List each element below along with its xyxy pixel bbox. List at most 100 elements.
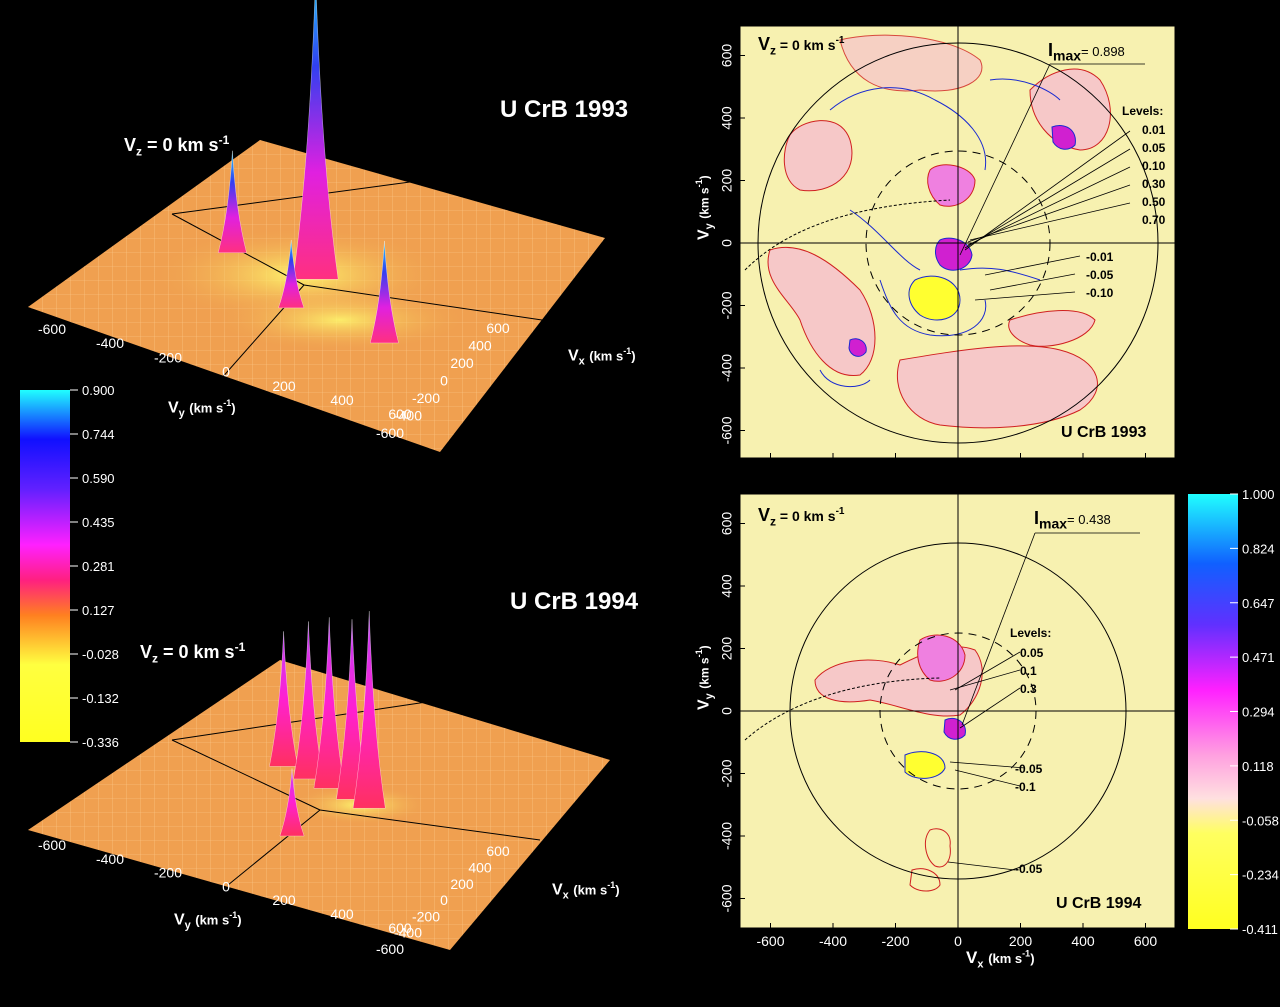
imax-value: = 0.898 — [1081, 44, 1125, 59]
contour-1994-xlabel: Vx (km s-1) — [966, 948, 1035, 970]
contour-x-tick: -400 — [819, 933, 847, 949]
vz-v: V — [758, 505, 771, 525]
contour-1993-imax: Imax= 0.898 — [1048, 40, 1125, 64]
x-tick-label: 600 — [486, 320, 510, 336]
contour-y-tick: 400 — [719, 106, 735, 130]
y-tick-label: 600 — [388, 920, 412, 936]
xlabel-sub: x — [578, 355, 585, 368]
contour-x-tick: -200 — [881, 933, 909, 949]
ylabel-close: ) — [237, 912, 242, 928]
xlabel-sup: -1 — [1022, 948, 1031, 959]
ylabel-sup: -1 — [694, 179, 704, 188]
ylabel-close: ) — [697, 175, 712, 180]
x-tick-label: 400 — [468, 338, 492, 354]
contour-1993-levels-neg: -0.01 -0.05 -0.10 — [1086, 248, 1113, 302]
colorbar-label: 0.127 — [82, 603, 115, 618]
surface-plot-1993 — [28, 0, 605, 452]
vz-sup: -1 — [835, 35, 845, 46]
ylabel-sub: y — [184, 919, 191, 932]
contour-1994-ticks: -600 -400 -200 0 200 400 600 -600 -400 -200 0 200 40… — [719, 512, 1158, 949]
contour-y-tick: 200 — [719, 169, 735, 193]
y-tick-label: -400 — [96, 335, 124, 351]
ylabel-sub: y — [703, 693, 716, 700]
contour-1994-level-bottom: -0.05 — [1015, 862, 1043, 876]
contour-1993-ylabel: Vy (km s-1) — [694, 175, 716, 240]
y-tick-label: -600 — [38, 837, 66, 853]
colorbar-label: -0.132 — [82, 691, 119, 706]
contour-x-tick: 0 — [954, 933, 962, 949]
ylabel-close: ) — [231, 400, 236, 416]
level-value: 0.30 — [1142, 176, 1166, 191]
xlabel-close: ) — [1030, 951, 1035, 966]
vz-sub: z — [770, 43, 777, 58]
x-tick-label: -400 — [394, 925, 422, 941]
vz-v: V — [124, 135, 137, 155]
surface-peak — [269, 631, 299, 767]
contour-1994-title: U CrB 1994 — [1056, 895, 1142, 912]
ylabel-units: (km s — [195, 912, 230, 928]
x-tick-label: 200 — [450, 355, 474, 371]
ylabel-units: (km s — [189, 400, 224, 416]
x-tick-label: 0 — [440, 373, 448, 389]
contour-x-tick: 400 — [1071, 933, 1095, 949]
contour-y-tick: 200 — [719, 637, 735, 661]
vz-sup: -1 — [218, 133, 230, 147]
ylabel-sup: -1 — [223, 398, 232, 408]
contour-y-tick: -600 — [719, 884, 735, 912]
y-tick-label: 400 — [330, 906, 354, 922]
surface-1994-xlabel: Vx (km s-1) — [552, 880, 620, 902]
surface-1994-ticks: -600-400-2000200400600-600-400-200020040… — [38, 837, 510, 957]
level-value: 0.05 — [1020, 646, 1044, 660]
ylabel-v: V — [695, 699, 713, 710]
colorbar-label: 0.471 — [1242, 650, 1275, 665]
surface-plot-1994 — [28, 611, 610, 950]
surface-peak — [313, 617, 345, 789]
ylabel-sup: -1 — [694, 649, 704, 658]
surface-1993-xlabel: Vx (km s-1) — [568, 346, 636, 368]
ylabel-close: ) — [697, 645, 712, 650]
level-value: -0.05 — [1086, 268, 1114, 282]
y-tick-label: -200 — [154, 865, 182, 881]
contour-y-tick: -200 — [719, 291, 735, 319]
colorbar-2-labels: 1.000 0.824 0.647 0.471 0.294 0.118 -0.058 -0.2… — [1230, 487, 1279, 937]
surface-1994-title: U CrB 1994 — [510, 588, 639, 615]
vz-sup: -1 — [835, 506, 845, 517]
x-tick-label: 0 — [440, 892, 448, 908]
contour-1994-levels-neg: -0.05 -0.1 — [1015, 760, 1042, 796]
contour-y-tick: 0 — [719, 239, 735, 247]
y-tick-label: -200 — [154, 349, 182, 365]
contour-1994-levels-title: Levels: — [1010, 626, 1052, 640]
xlabel-units: (km s — [988, 951, 1023, 966]
colorbar-1-labels: 0.900 0.744 0.590 0.435 0.281 0.127 -0.028 -0.1… — [70, 383, 119, 750]
surface-1994-ylabel: Vy (km s-1) — [174, 910, 242, 932]
colorbar-label: 0.900 — [82, 383, 115, 398]
contour-1994-imax: Imax= 0.438 — [1034, 508, 1111, 532]
colorbar-label: -0.336 — [82, 735, 119, 750]
contour-1993-vz-label: Vz = 0 km s-1 — [758, 34, 844, 58]
surface-peak — [279, 768, 305, 837]
ylabel-sup: -1 — [229, 910, 238, 920]
x-tick-label: -600 — [376, 425, 404, 441]
surface-1993-peaks — [217, 0, 399, 344]
contour-1994-vz-label: Vz = 0 km s-1 — [758, 505, 844, 529]
contour-y-tick: -200 — [719, 759, 735, 787]
contour-1994-levels-pos: 0.05 0.1 0.3 — [1020, 644, 1043, 698]
xlabel-sub: x — [977, 958, 984, 971]
vz-rest: = 0 km s — [142, 135, 219, 155]
surface-1993-title: U CrB 1993 — [500, 96, 629, 123]
contour-1994-leader-lines — [947, 532, 1140, 871]
surface-peak — [352, 611, 386, 809]
colorbar-label: 0.824 — [1242, 541, 1275, 556]
x-tick-label: -200 — [412, 908, 440, 924]
vz-rest: = 0 km s — [776, 37, 836, 53]
ylabel-units: (km s — [697, 657, 712, 689]
contour-panel-1993 — [739, 25, 1176, 459]
colorbar-label: -0.411 — [1242, 922, 1278, 937]
vz-v: V — [140, 642, 153, 662]
contour-1993-blobs — [767, 34, 1111, 429]
contour-y-tick: 600 — [719, 512, 735, 536]
surface-peak — [278, 239, 305, 309]
level-value: -0.05 — [1015, 762, 1043, 776]
contour-1994-blobs — [814, 634, 983, 892]
contour-1993-title: U CrB 1993 — [1061, 424, 1147, 441]
